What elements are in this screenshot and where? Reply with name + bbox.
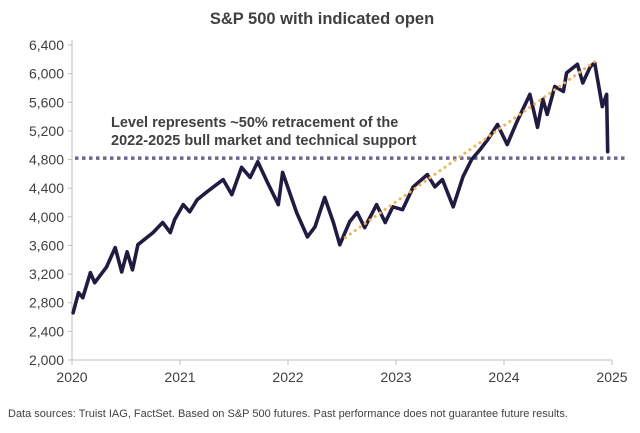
data-point <box>161 220 165 225</box>
y-tick-label: 4,400 <box>29 180 64 196</box>
data-point <box>363 225 367 230</box>
data-point <box>383 220 387 225</box>
data-point <box>81 296 85 300</box>
y-axis: 2,000 2,400 2,800 3,200 3,600 4,000 4,400 4,800… <box>29 37 72 368</box>
data-point <box>88 271 92 275</box>
data-point <box>600 104 604 109</box>
chart-title: S&P 500 with indicated open <box>210 10 434 28</box>
data-point <box>71 311 75 315</box>
data-point <box>113 246 117 250</box>
data-point <box>151 230 155 235</box>
data-point <box>515 120 519 124</box>
data-point <box>400 208 405 212</box>
y-tick-label: 2,400 <box>29 323 64 339</box>
data-point <box>125 250 129 254</box>
x-tick-label: 2021 <box>164 369 195 385</box>
data-point <box>486 137 490 142</box>
data-point <box>331 220 335 225</box>
y-tick-label: 2,000 <box>29 352 64 368</box>
data-point <box>606 150 610 154</box>
sp500-series-line <box>71 61 610 315</box>
x-tick-label: 2025 <box>596 369 627 385</box>
data-point <box>478 147 482 152</box>
x-tick-label: 2020 <box>56 369 87 385</box>
x-tick-label: 2023 <box>380 369 411 385</box>
data-point <box>120 270 124 274</box>
data-point <box>581 81 585 85</box>
y-tick-label: 6,000 <box>29 66 64 82</box>
data-point <box>505 142 509 147</box>
data-point <box>195 198 199 202</box>
data-point <box>355 210 359 215</box>
data-point <box>248 175 252 180</box>
data-point <box>188 210 192 214</box>
data-point <box>391 205 395 209</box>
data-point <box>605 92 609 96</box>
data-point <box>535 125 540 129</box>
data-point <box>265 180 270 185</box>
data-point <box>230 193 234 197</box>
data-point <box>173 218 177 222</box>
data-point <box>545 112 549 117</box>
data-point <box>575 62 580 66</box>
data-point <box>553 84 557 89</box>
data-point <box>470 157 474 162</box>
data-point <box>221 177 225 182</box>
data-point <box>338 243 342 247</box>
data-point <box>305 235 310 239</box>
data-point <box>541 97 545 102</box>
data-point <box>136 243 140 247</box>
data-point <box>565 71 569 75</box>
data-point <box>433 185 437 189</box>
y-tick-label: 6,400 <box>29 37 64 53</box>
data-point <box>93 281 97 285</box>
data-point <box>425 172 429 177</box>
x-axis: 2020 2021 2022 2023 2024 2025 <box>56 360 628 385</box>
annotation-line-1: Level represents ~50% retracement of the <box>111 115 398 131</box>
data-point <box>76 291 81 295</box>
data-point <box>295 210 299 215</box>
x-tick-label: 2022 <box>272 369 303 385</box>
data-point <box>130 268 135 272</box>
data-point <box>374 203 379 207</box>
data-point <box>181 203 185 207</box>
y-tick-label: 5,600 <box>29 94 64 110</box>
data-point <box>168 230 172 235</box>
data-point <box>281 170 285 175</box>
y-tick-label: 2,800 <box>29 295 64 311</box>
data-point <box>451 205 455 209</box>
y-tick-label: 4,800 <box>29 152 64 168</box>
data-point <box>561 89 566 94</box>
footer-note: Data sources: Truist IAG, FactSet. Based… <box>8 408 568 420</box>
annotation-line-2: 2022-2025 bull market and technical supp… <box>111 133 417 149</box>
x-tick-label: 2024 <box>488 369 519 385</box>
data-point <box>440 177 445 182</box>
series-group <box>71 57 610 315</box>
y-tick-label: 4,000 <box>29 209 64 225</box>
data-point <box>239 165 244 170</box>
data-point <box>461 175 465 179</box>
data-point <box>495 122 500 127</box>
y-tick-label: 3,600 <box>29 237 64 253</box>
y-tick-label: 3,200 <box>29 266 64 282</box>
data-point <box>276 203 280 207</box>
y-tick-label: 5,200 <box>29 123 64 139</box>
trend-line <box>343 57 600 240</box>
data-point <box>256 160 260 164</box>
data-point <box>323 195 327 200</box>
data-point <box>205 190 209 194</box>
data-point <box>313 225 317 229</box>
data-point <box>528 92 532 96</box>
data-point <box>104 265 109 269</box>
data-point <box>347 220 352 224</box>
